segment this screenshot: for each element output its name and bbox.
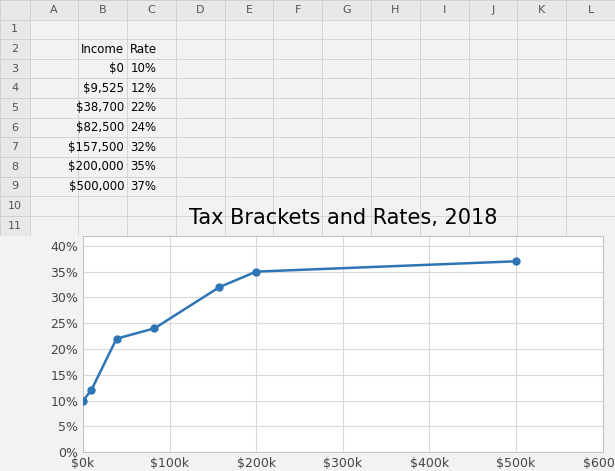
Text: 10: 10 xyxy=(8,201,22,211)
Text: $500,000: $500,000 xyxy=(68,180,124,193)
Text: 37%: 37% xyxy=(130,180,156,193)
Text: 1: 1 xyxy=(11,24,18,34)
Text: $200,000: $200,000 xyxy=(68,160,124,173)
Text: Rate: Rate xyxy=(130,42,157,56)
Bar xyxy=(0,0,30,236)
Text: L: L xyxy=(587,5,593,15)
Text: 3: 3 xyxy=(11,64,18,73)
Text: 24%: 24% xyxy=(130,121,156,134)
Text: A: A xyxy=(50,5,58,15)
Text: 9: 9 xyxy=(11,181,18,191)
Text: $0: $0 xyxy=(109,62,124,75)
Text: 7: 7 xyxy=(11,142,18,152)
Text: 12%: 12% xyxy=(130,82,156,95)
Bar xyxy=(0,0,615,20)
Text: 11: 11 xyxy=(8,221,22,231)
Text: 22%: 22% xyxy=(130,101,156,114)
Text: $38,700: $38,700 xyxy=(76,101,124,114)
Text: 2: 2 xyxy=(11,44,18,54)
Text: $9,525: $9,525 xyxy=(83,82,124,95)
Text: 5: 5 xyxy=(11,103,18,113)
Text: F: F xyxy=(295,5,301,15)
Text: E: E xyxy=(245,5,253,15)
Text: G: G xyxy=(343,5,351,15)
Text: Income: Income xyxy=(81,42,124,56)
Text: I: I xyxy=(443,5,446,15)
Text: H: H xyxy=(391,5,400,15)
Text: C: C xyxy=(148,5,156,15)
Text: $82,500: $82,500 xyxy=(76,121,124,134)
Text: $157,500: $157,500 xyxy=(68,141,124,154)
Text: D: D xyxy=(196,5,205,15)
Text: K: K xyxy=(538,5,546,15)
Text: B: B xyxy=(99,5,106,15)
Text: J: J xyxy=(491,5,494,15)
Text: 6: 6 xyxy=(11,122,18,132)
Text: 32%: 32% xyxy=(130,141,156,154)
Text: 10%: 10% xyxy=(130,62,156,75)
Text: 4: 4 xyxy=(11,83,18,93)
Text: 8: 8 xyxy=(11,162,18,172)
Title: Tax Brackets and Rates, 2018: Tax Brackets and Rates, 2018 xyxy=(189,208,497,228)
Text: 35%: 35% xyxy=(130,160,156,173)
